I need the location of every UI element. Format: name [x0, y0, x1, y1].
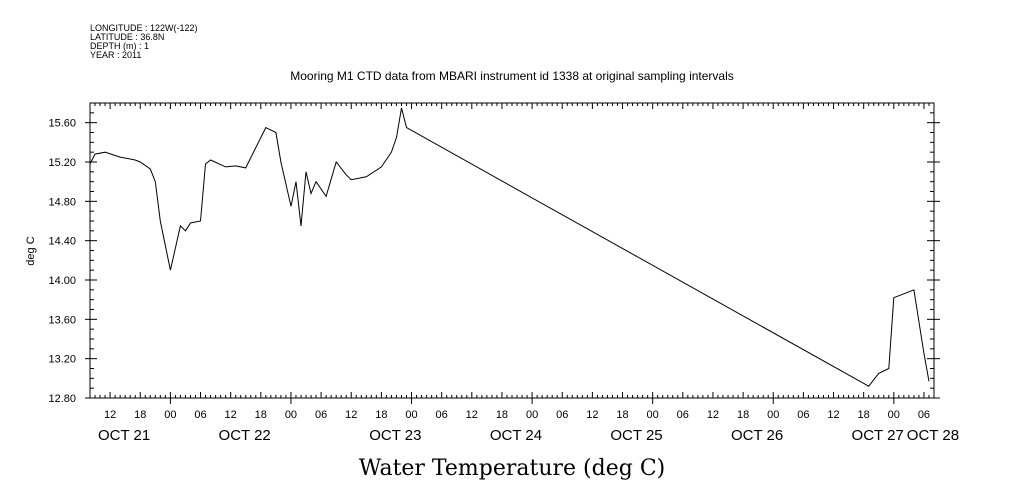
day-labels: OCT 21 OCT 22 OCT 23 OCT 24 OCT 25 OCT 26 OCT … — [98, 427, 959, 444]
x-tick-label: 12 — [104, 409, 116, 421]
x-tick-label: 18 — [134, 409, 146, 421]
chart-title: Mooring M1 CTD data from MBARI instrumen… — [290, 69, 734, 83]
y-tick-label: 15.20 — [48, 157, 76, 169]
header-longitude: LONGITUDE : 122W(-122) — [90, 23, 198, 33]
x-tick-label: 18 — [375, 409, 387, 421]
y-tick-labels: 12.80 13.20 13.60 14.00 14.40 14.80 15.20 15.60 — [48, 118, 76, 405]
x-tick-label: 00 — [526, 409, 538, 421]
y-tick-label: 14.40 — [48, 236, 76, 248]
x-tick-label: 12 — [225, 409, 237, 421]
day-label: OCT 24 — [490, 427, 542, 444]
day-label: OCT 23 — [369, 427, 421, 444]
x-tick-label: 18 — [737, 409, 749, 421]
day-label: OCT 22 — [219, 427, 271, 444]
header-latitude: LATITUDE : 36.8N — [90, 32, 164, 42]
x-tick-label: 06 — [194, 409, 206, 421]
y-tick-label: 13.60 — [48, 314, 76, 326]
temperature-line — [89, 107, 930, 387]
x-axis-label: Water Temperature (deg C) — [359, 456, 666, 481]
x-tick-label: 06 — [315, 409, 327, 421]
y-tick-label: 14.80 — [48, 196, 76, 208]
header-year: YEAR : 2011 — [90, 50, 141, 60]
day-label: OCT 27 — [852, 427, 904, 444]
y-tick-label: 15.60 — [48, 118, 76, 130]
day-label: OCT 28 — [907, 427, 959, 444]
x-tick-label: 00 — [405, 409, 417, 421]
y-tick-label: 14.00 — [48, 275, 76, 287]
axis-ticks — [85, 102, 940, 404]
x-tick-label: 06 — [677, 409, 689, 421]
x-tick-label: 00 — [888, 409, 900, 421]
x-tick-label: 18 — [616, 409, 628, 421]
x-tick-label: 00 — [647, 409, 659, 421]
x-tick-label: 00 — [767, 409, 779, 421]
x-tick-label: 06 — [556, 409, 568, 421]
x-tick-label: 18 — [858, 409, 870, 421]
x-tick-label: 00 — [164, 409, 176, 421]
x-tick-labels: 12 18 00 06 12 18 00 06 12 18 00 06 12 18 00 06 12 18 00 06… — [104, 409, 930, 421]
day-label: OCT 21 — [98, 427, 150, 444]
x-tick-label: 12 — [707, 409, 719, 421]
x-tick-label: 06 — [797, 409, 809, 421]
y-axis-label: deg C — [25, 236, 37, 265]
x-tick-label: 00 — [285, 409, 297, 421]
x-tick-label: 12 — [586, 409, 598, 421]
x-tick-label: 12 — [827, 409, 839, 421]
x-tick-label: 12 — [466, 409, 478, 421]
plot-frame — [89, 102, 935, 399]
x-tick-label: 06 — [918, 409, 930, 421]
header-depth: DEPTH (m) : 1 — [90, 41, 149, 51]
x-tick-label: 12 — [345, 409, 357, 421]
day-label: OCT 26 — [731, 427, 783, 444]
day-label: OCT 25 — [610, 427, 662, 444]
y-tick-label: 13.20 — [48, 354, 76, 366]
y-tick-label: 12.80 — [48, 393, 76, 405]
x-tick-label: 06 — [436, 409, 448, 421]
x-tick-label: 18 — [496, 409, 508, 421]
x-tick-label: 18 — [255, 409, 267, 421]
